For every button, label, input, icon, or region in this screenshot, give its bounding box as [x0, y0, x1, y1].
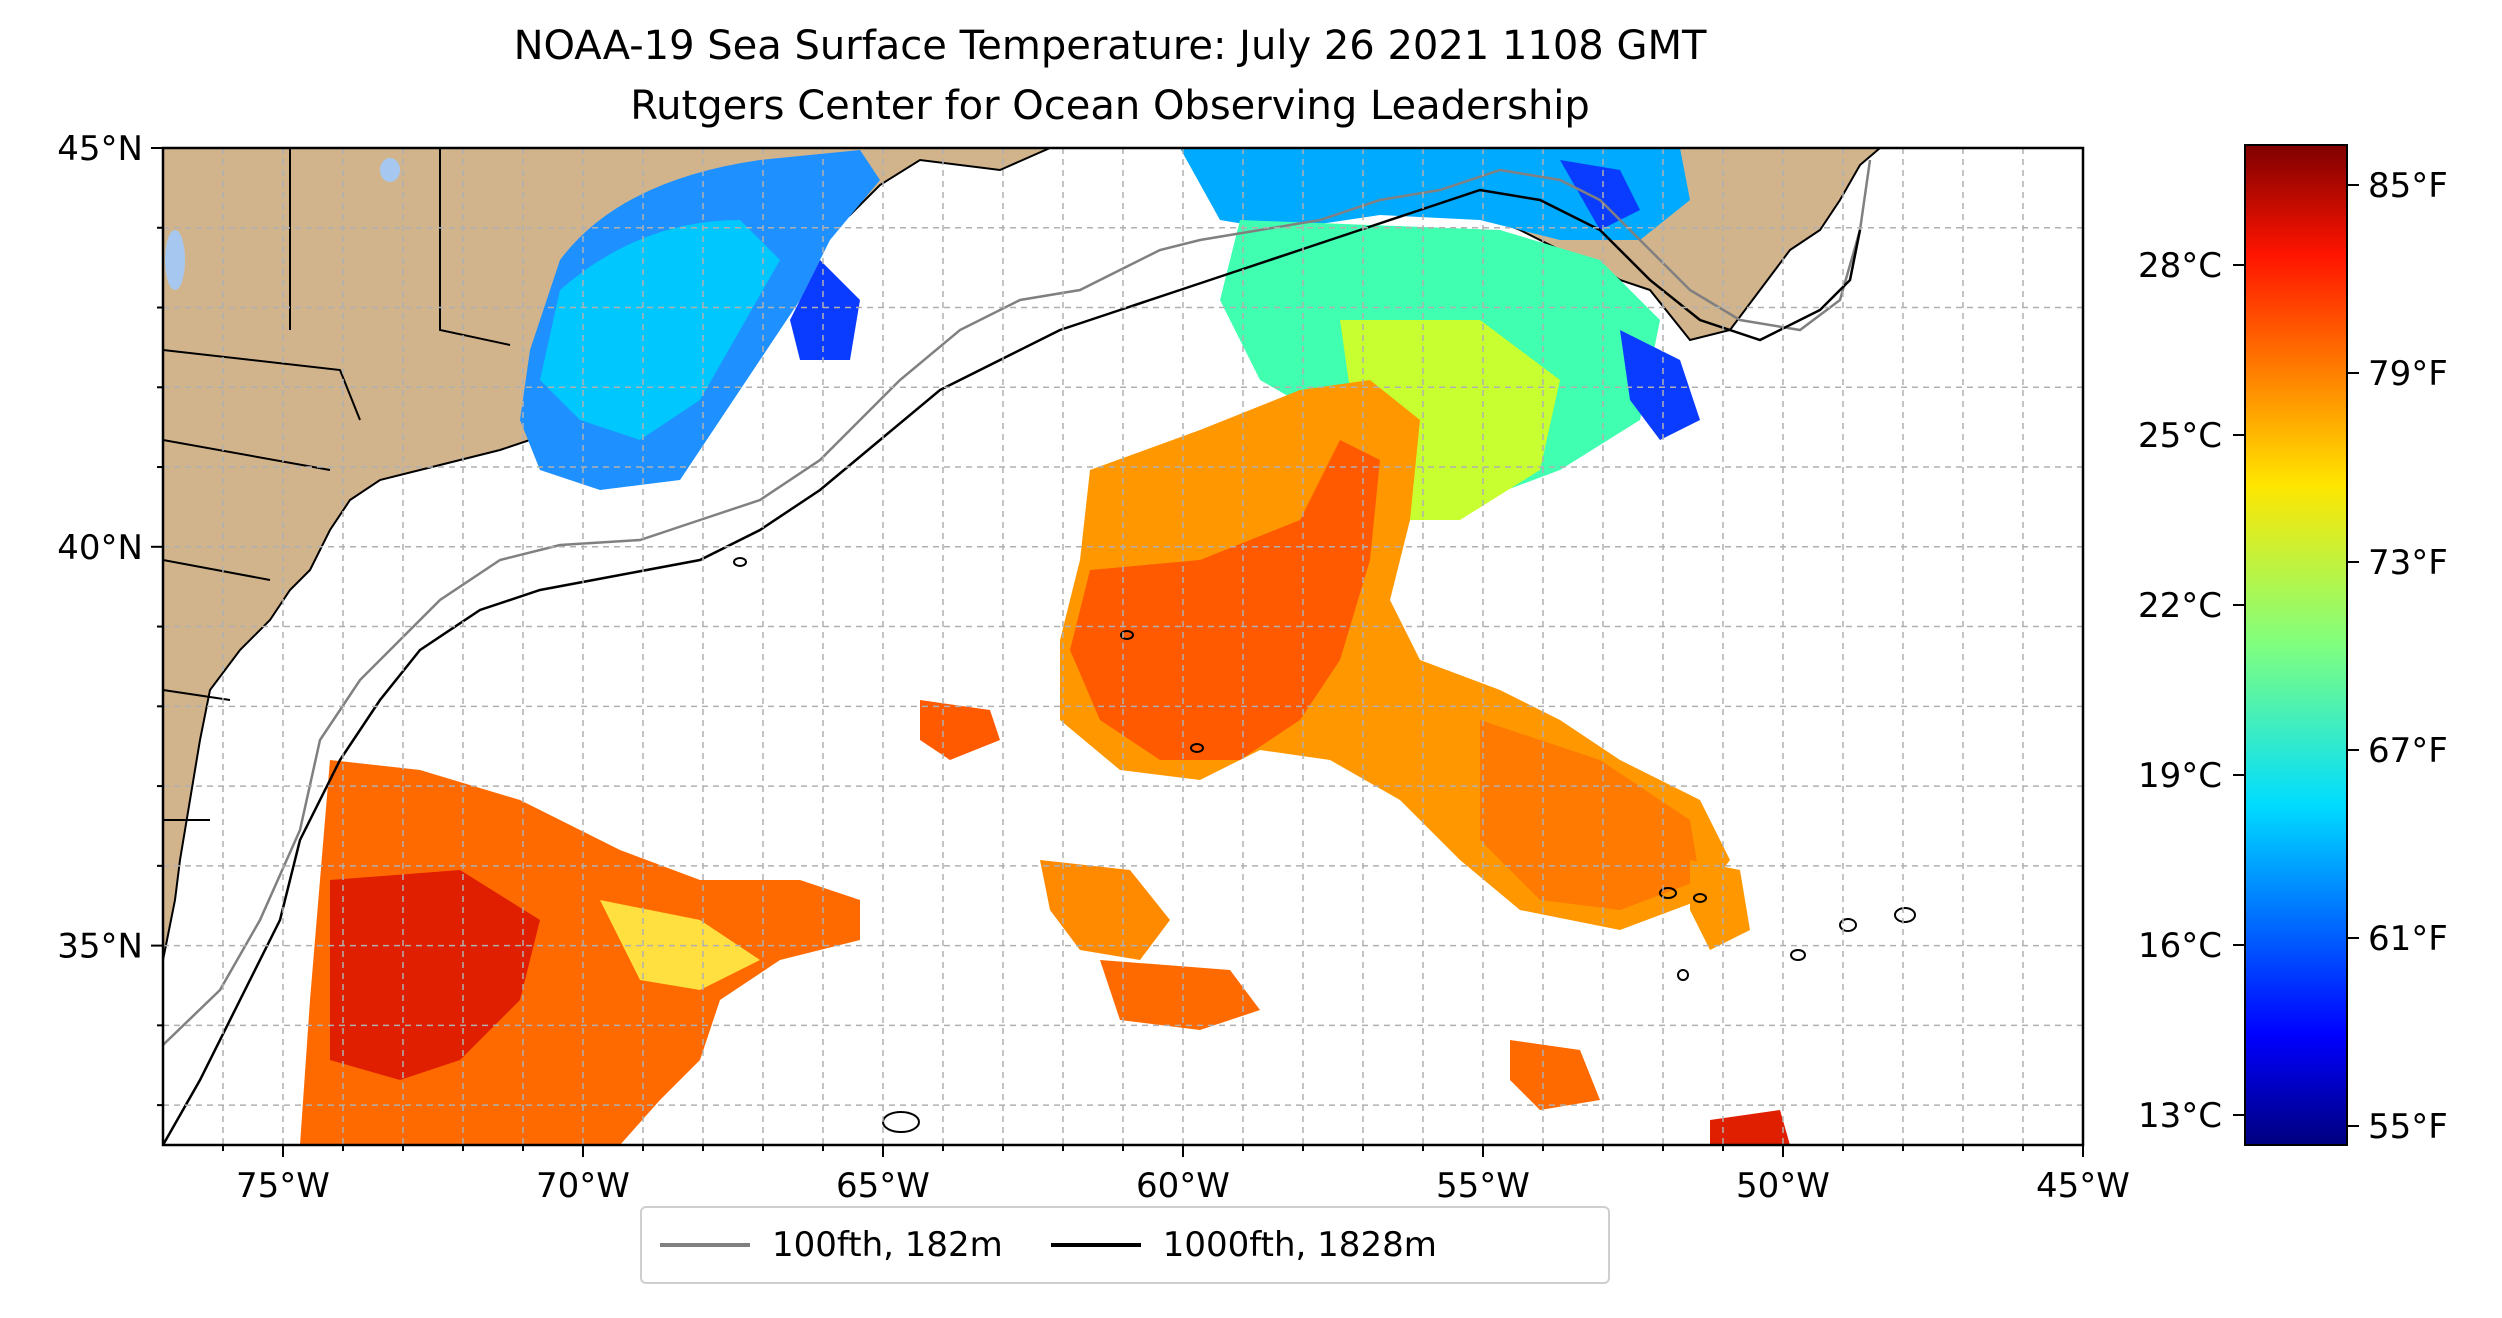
- fahrenheit-tick-label: 67°F: [2368, 731, 2448, 771]
- celsius-tick-label: 16°C: [2138, 926, 2222, 966]
- legend-line-swatch: [660, 1243, 750, 1247]
- legend: 100fth, 182m 1000fth, 1828m: [640, 1206, 1610, 1284]
- colorbar: [2244, 144, 2348, 1146]
- map-title: NOAA-19 Sea Surface Temperature: July 26…: [513, 23, 1707, 69]
- lake: [380, 158, 400, 182]
- fahrenheit-tick-label: 55°F: [2368, 1107, 2448, 1147]
- fahrenheit-tick-label: 85°F: [2368, 166, 2448, 206]
- axis-ticks: [151, 147, 2084, 1157]
- lat-tick-label: 45°N: [57, 129, 143, 169]
- celsius-tick-label: 22°C: [2138, 586, 2222, 626]
- legend-line-swatch: [1050, 1243, 1141, 1247]
- colorbar-ticks: [2233, 184, 2359, 1127]
- contour-1000fth: [163, 188, 1862, 1145]
- fahrenheit-tick-label: 61°F: [2368, 919, 2448, 959]
- lon-tick-label: 75°W: [236, 1166, 330, 1206]
- map-subtitle: Rutgers Center for Ocean Observing Leade…: [630, 83, 1590, 129]
- lake: [165, 230, 185, 290]
- lon-tick-label: 55°W: [1436, 1166, 1530, 1206]
- legend-item: 1000fth, 1828m: [1050, 1225, 1437, 1265]
- contour-100fth: [163, 159, 1872, 1046]
- legend-label: 1000fth, 1828m: [1162, 1225, 1437, 1265]
- state-borders: [163, 148, 511, 821]
- legend-label: 100fth, 182m: [772, 1225, 1003, 1265]
- celsius-tick-label: 25°C: [2138, 416, 2222, 456]
- lon-tick-label: 60°W: [1136, 1166, 1230, 1206]
- celsius-tick-label: 28°C: [2138, 246, 2222, 286]
- gridlines: [163, 148, 2083, 1145]
- celsius-tick-label: 13°C: [2138, 1096, 2222, 1136]
- lon-tick-label: 70°W: [536, 1166, 630, 1206]
- lon-tick-label: 45°W: [2036, 1166, 2130, 1206]
- legend-item: 100fth, 182m: [660, 1225, 1003, 1265]
- lat-tick-label: 35°N: [57, 927, 143, 967]
- fahrenheit-tick-label: 73°F: [2368, 543, 2448, 583]
- lon-tick-label: 50°W: [1736, 1166, 1830, 1206]
- lat-tick-label: 40°N: [57, 528, 143, 568]
- lon-tick-label: 65°W: [836, 1166, 930, 1206]
- fahrenheit-tick-label: 79°F: [2368, 354, 2448, 394]
- celsius-tick-label: 19°C: [2138, 756, 2222, 796]
